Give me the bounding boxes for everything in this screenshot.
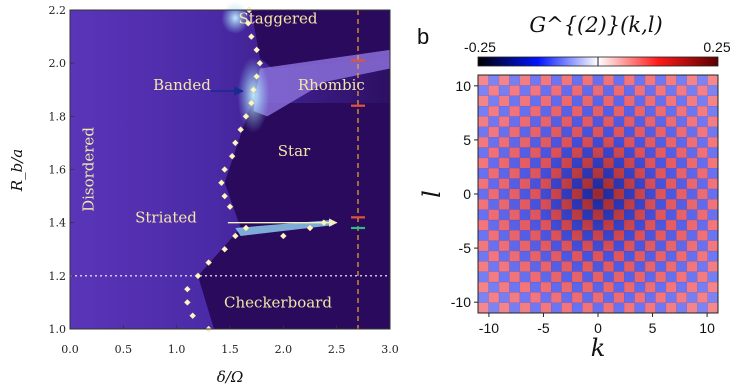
boundary-point bbox=[306, 224, 314, 232]
heatmap-x-tick-label: 5 bbox=[649, 320, 657, 336]
boundary-point bbox=[247, 33, 255, 40]
boundary-point bbox=[253, 73, 261, 80]
annotation-arrows bbox=[210, 86, 338, 227]
staggered-region bbox=[251, 10, 390, 69]
phase-regions bbox=[198, 1, 390, 330]
heatmap-y-tick-label: -10 bbox=[451, 294, 471, 310]
boundary-points bbox=[183, 6, 328, 333]
heatmap-y-tick-label: 5 bbox=[463, 132, 471, 148]
boundary-point bbox=[221, 245, 229, 253]
heatmap-x-tick-label: -5 bbox=[537, 320, 550, 336]
correlation-panel: b G^{(2)}(k,l) -0.25 0.25 -10 -5 0 5 10 10 5 0… bbox=[417, 13, 731, 362]
heatmap-title: G^{(2)}(k,l) bbox=[529, 13, 662, 37]
x-axis-label: δ/Ω bbox=[217, 368, 244, 386]
y-tick-label: 1.0 bbox=[49, 323, 67, 336]
heatmap-center-shade bbox=[478, 75, 718, 313]
boundary-point bbox=[242, 112, 250, 120]
boundary-point bbox=[183, 299, 191, 306]
boundary-point bbox=[221, 192, 229, 200]
x-tick-label: 2.0 bbox=[275, 343, 293, 356]
y-tick-label: 2.0 bbox=[49, 57, 67, 70]
region-labels: Staggered Rhombic Disordered Star Banded Stri… bbox=[79, 9, 364, 311]
ordered-region bbox=[198, 103, 390, 330]
boundary-point bbox=[183, 285, 191, 293]
heatmap-y-tick-label: -5 bbox=[459, 240, 472, 256]
heatmap-x-tick-label: 0 bbox=[594, 320, 602, 336]
region-label: Checkerboard bbox=[224, 294, 332, 312]
x-tick-labels: 0.0 0.5 1.0 1.5 2.0 2.5 3.0 bbox=[61, 325, 399, 356]
region-label: Disordered bbox=[79, 127, 97, 212]
panel-label-b: b bbox=[417, 24, 429, 49]
guide-lines bbox=[70, 10, 390, 329]
x-tick-label: 3.0 bbox=[381, 343, 399, 356]
boundary-point bbox=[231, 139, 239, 147]
region-label: Striated bbox=[135, 209, 197, 227]
boundary-point bbox=[231, 232, 239, 240]
heatmap-x-ticks: -10 -5 0 5 10 bbox=[479, 313, 715, 336]
heatmap-x-tick-label: -10 bbox=[479, 320, 499, 336]
boundary-point bbox=[253, 46, 261, 54]
boundary-point bbox=[244, 19, 252, 27]
region-label: Star bbox=[278, 142, 311, 160]
x-tick-label: 1.5 bbox=[221, 343, 239, 356]
boundary-point bbox=[205, 259, 213, 266]
x-tick-label: 1.0 bbox=[168, 343, 186, 356]
y-tick-label: 1.6 bbox=[49, 164, 67, 177]
y-tick-label: 1.8 bbox=[49, 110, 67, 123]
y-tick-labels: 1.0 1.2 1.4 1.6 1.8 2.0 2.2 bbox=[49, 4, 74, 336]
phase-diagram-panel: Staggered Rhombic Disordered Star Banded Stri… bbox=[8, 1, 399, 386]
striated-band bbox=[235, 220, 332, 236]
colorbar-min-label: -0.25 bbox=[464, 39, 496, 55]
colorbar-max-label: 0.25 bbox=[703, 39, 730, 55]
boundary-point bbox=[189, 312, 197, 320]
boundary-point bbox=[228, 152, 236, 160]
x-tick-label: 0.0 bbox=[61, 343, 79, 356]
boundary-point bbox=[218, 179, 225, 187]
region-label: Rhombic bbox=[298, 76, 365, 94]
heatmap-y-tick-label: 10 bbox=[455, 78, 471, 94]
boundary-point bbox=[247, 99, 255, 107]
region-label: Staggered bbox=[239, 9, 318, 27]
banded-glow bbox=[237, 57, 270, 134]
boundary-point bbox=[226, 203, 234, 211]
region-label: Banded bbox=[153, 76, 211, 94]
rhombic-region bbox=[253, 49, 390, 117]
heatmap-x-label: k bbox=[591, 334, 606, 362]
x-tick-label: 2.5 bbox=[328, 343, 346, 356]
boundary-point bbox=[242, 224, 250, 232]
heatmap-y-ticks: 10 5 0 -5 -10 bbox=[451, 78, 478, 310]
boundary-point bbox=[279, 232, 287, 240]
marker-ticks bbox=[351, 59, 365, 230]
boundary-point bbox=[194, 272, 202, 280]
boundary-point bbox=[256, 59, 264, 67]
y-tick-label: 2.2 bbox=[49, 4, 67, 17]
heatmap-x-tick-label: 10 bbox=[699, 320, 715, 336]
boundary-point bbox=[221, 166, 229, 173]
boundary-point bbox=[250, 86, 257, 94]
x-tick-label: 0.5 bbox=[115, 343, 133, 356]
y-tick-label: 1.2 bbox=[49, 270, 67, 283]
heatmap-y-label: l bbox=[418, 190, 446, 198]
y-axis-label: R_b/a bbox=[8, 149, 26, 192]
boundary-point bbox=[237, 126, 245, 133]
heatmap-y-tick-label: 0 bbox=[463, 186, 471, 202]
y-tick-label: 1.4 bbox=[49, 217, 67, 230]
